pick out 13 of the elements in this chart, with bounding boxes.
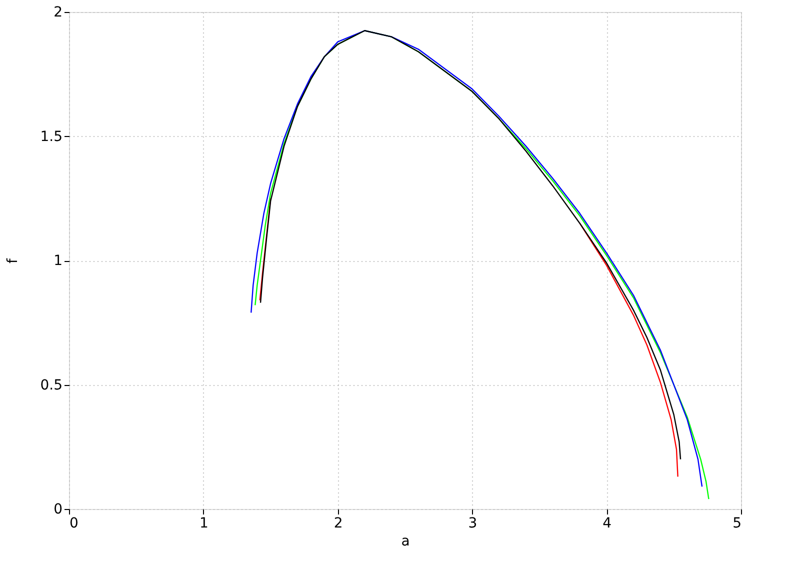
y-axis-title: f — [5, 257, 22, 264]
y-tick-label: 0 — [54, 502, 62, 518]
y-tick-label: 1 — [54, 253, 62, 269]
x-axis-title: a — [401, 534, 410, 550]
x-tick-label: 5 — [732, 516, 742, 532]
x-tick-label: 4 — [602, 516, 612, 532]
x-tick-label: 3 — [468, 516, 478, 532]
x-tick-label: 2 — [334, 516, 343, 532]
x-tick-label: 1 — [199, 516, 208, 532]
x-tick-label: 0 — [70, 516, 78, 532]
y-tick-label: 2 — [54, 4, 62, 20]
y-tick-label: 1.5 — [40, 128, 62, 145]
y-tick-label: 0.5 — [40, 377, 62, 394]
